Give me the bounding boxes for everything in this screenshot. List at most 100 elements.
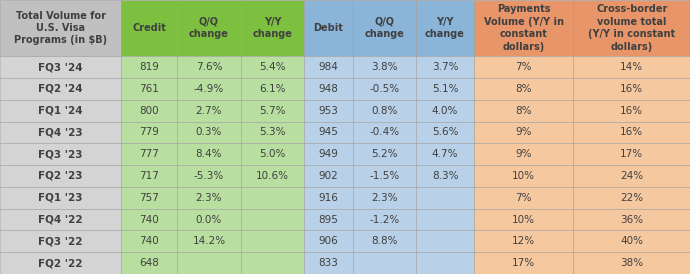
FancyBboxPatch shape xyxy=(353,165,416,187)
Text: 8.8%: 8.8% xyxy=(371,236,397,246)
FancyBboxPatch shape xyxy=(416,0,474,56)
Text: 895: 895 xyxy=(319,215,339,224)
Text: 916: 916 xyxy=(319,193,339,203)
Text: Cross-border
volume total
(Y/Y in constant
dollars): Cross-border volume total (Y/Y in consta… xyxy=(588,4,676,52)
Text: Payments
Volume (Y/Y in
constant
dollars): Payments Volume (Y/Y in constant dollars… xyxy=(484,4,564,52)
Text: 8%: 8% xyxy=(515,84,532,94)
Text: 9%: 9% xyxy=(515,149,532,159)
FancyBboxPatch shape xyxy=(353,143,416,165)
Text: 648: 648 xyxy=(139,258,159,268)
FancyBboxPatch shape xyxy=(573,209,690,230)
Text: Credit: Credit xyxy=(132,23,166,33)
FancyBboxPatch shape xyxy=(177,209,241,230)
FancyBboxPatch shape xyxy=(304,56,353,78)
Text: 9%: 9% xyxy=(515,127,532,137)
FancyBboxPatch shape xyxy=(121,56,177,78)
FancyBboxPatch shape xyxy=(177,187,241,209)
Text: 2.3%: 2.3% xyxy=(371,193,397,203)
FancyBboxPatch shape xyxy=(304,230,353,252)
FancyBboxPatch shape xyxy=(0,56,121,78)
FancyBboxPatch shape xyxy=(573,0,690,56)
Text: Y/Y
change: Y/Y change xyxy=(425,17,465,39)
FancyBboxPatch shape xyxy=(353,100,416,122)
FancyBboxPatch shape xyxy=(416,252,474,274)
FancyBboxPatch shape xyxy=(353,209,416,230)
FancyBboxPatch shape xyxy=(304,209,353,230)
Text: 945: 945 xyxy=(319,127,339,137)
Text: 740: 740 xyxy=(139,215,159,224)
Text: 2.3%: 2.3% xyxy=(196,193,222,203)
FancyBboxPatch shape xyxy=(416,209,474,230)
FancyBboxPatch shape xyxy=(474,252,573,274)
FancyBboxPatch shape xyxy=(573,230,690,252)
Text: 902: 902 xyxy=(319,171,338,181)
Text: 948: 948 xyxy=(319,84,339,94)
FancyBboxPatch shape xyxy=(0,165,121,187)
FancyBboxPatch shape xyxy=(474,78,573,100)
Text: FQ4 '23: FQ4 '23 xyxy=(38,127,83,137)
Text: 833: 833 xyxy=(319,258,339,268)
FancyBboxPatch shape xyxy=(177,0,241,56)
FancyBboxPatch shape xyxy=(241,56,304,78)
FancyBboxPatch shape xyxy=(353,230,416,252)
FancyBboxPatch shape xyxy=(573,78,690,100)
FancyBboxPatch shape xyxy=(416,230,474,252)
Text: 8%: 8% xyxy=(515,106,532,116)
FancyBboxPatch shape xyxy=(241,0,304,56)
Text: 0.3%: 0.3% xyxy=(196,127,222,137)
Text: 14.2%: 14.2% xyxy=(193,236,226,246)
Text: FQ3 '24: FQ3 '24 xyxy=(38,62,83,72)
Text: 3.7%: 3.7% xyxy=(432,62,458,72)
FancyBboxPatch shape xyxy=(304,78,353,100)
FancyBboxPatch shape xyxy=(241,209,304,230)
FancyBboxPatch shape xyxy=(353,78,416,100)
Text: Q/Q
change: Q/Q change xyxy=(189,17,229,39)
Text: FQ2 '24: FQ2 '24 xyxy=(38,84,83,94)
FancyBboxPatch shape xyxy=(474,209,573,230)
Text: Y/Y
change: Y/Y change xyxy=(253,17,293,39)
FancyBboxPatch shape xyxy=(416,165,474,187)
FancyBboxPatch shape xyxy=(304,187,353,209)
Text: FQ3 '22: FQ3 '22 xyxy=(39,236,83,246)
FancyBboxPatch shape xyxy=(573,252,690,274)
FancyBboxPatch shape xyxy=(121,122,177,143)
FancyBboxPatch shape xyxy=(304,165,353,187)
FancyBboxPatch shape xyxy=(121,100,177,122)
Text: 12%: 12% xyxy=(512,236,535,246)
FancyBboxPatch shape xyxy=(0,143,121,165)
FancyBboxPatch shape xyxy=(573,122,690,143)
Text: FQ2 '23: FQ2 '23 xyxy=(39,171,83,181)
Text: 800: 800 xyxy=(139,106,159,116)
FancyBboxPatch shape xyxy=(573,187,690,209)
FancyBboxPatch shape xyxy=(0,122,121,143)
Text: FQ4 '22: FQ4 '22 xyxy=(38,215,83,224)
FancyBboxPatch shape xyxy=(474,0,573,56)
Text: 5.1%: 5.1% xyxy=(432,84,458,94)
FancyBboxPatch shape xyxy=(353,252,416,274)
FancyBboxPatch shape xyxy=(177,100,241,122)
Text: 38%: 38% xyxy=(620,258,643,268)
Text: 24%: 24% xyxy=(620,171,643,181)
FancyBboxPatch shape xyxy=(241,252,304,274)
FancyBboxPatch shape xyxy=(474,143,573,165)
Text: -4.9%: -4.9% xyxy=(194,84,224,94)
FancyBboxPatch shape xyxy=(304,0,353,56)
Text: 7%: 7% xyxy=(515,62,532,72)
FancyBboxPatch shape xyxy=(121,230,177,252)
Text: 0.8%: 0.8% xyxy=(371,106,397,116)
Text: 777: 777 xyxy=(139,149,159,159)
FancyBboxPatch shape xyxy=(241,143,304,165)
Text: Q/Q
change: Q/Q change xyxy=(364,17,404,39)
Text: 906: 906 xyxy=(319,236,338,246)
FancyBboxPatch shape xyxy=(573,100,690,122)
Text: 16%: 16% xyxy=(620,127,643,137)
FancyBboxPatch shape xyxy=(121,0,177,56)
FancyBboxPatch shape xyxy=(353,122,416,143)
FancyBboxPatch shape xyxy=(121,209,177,230)
FancyBboxPatch shape xyxy=(416,143,474,165)
FancyBboxPatch shape xyxy=(0,187,121,209)
Text: 761: 761 xyxy=(139,84,159,94)
FancyBboxPatch shape xyxy=(416,78,474,100)
Text: FQ3 '23: FQ3 '23 xyxy=(39,149,83,159)
Text: 10.6%: 10.6% xyxy=(256,171,289,181)
